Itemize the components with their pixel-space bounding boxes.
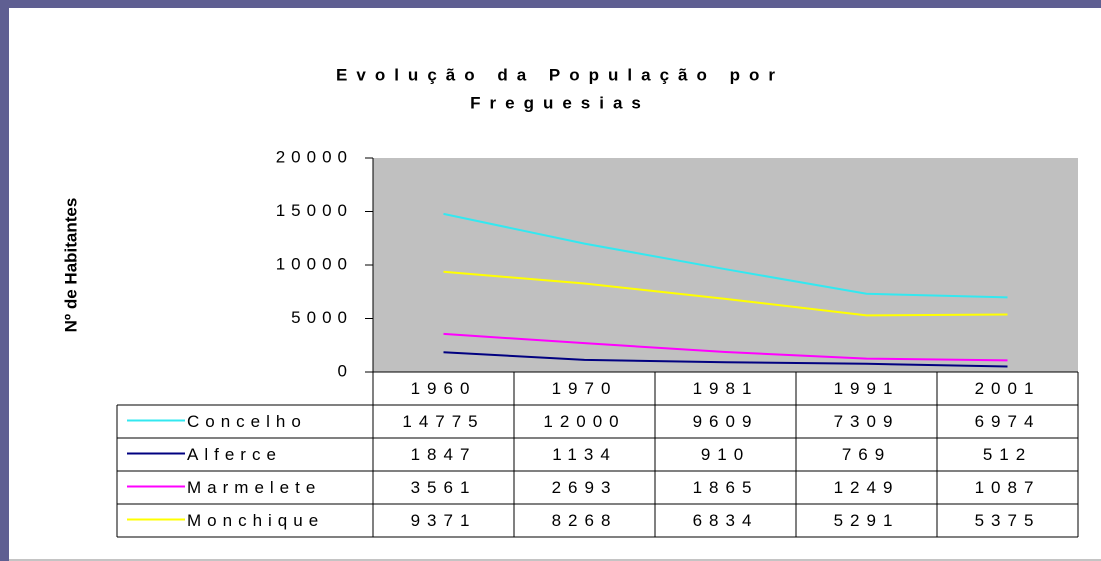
table-value: 5291 [834, 511, 900, 530]
table-value: 7309 [834, 412, 900, 431]
table-value: 1249 [834, 478, 900, 497]
y-tick-label: 20000 [276, 147, 353, 166]
table-value: 2693 [552, 478, 618, 497]
legend-label: Monchique [187, 511, 324, 530]
table-value: 1134 [552, 445, 617, 464]
x-tick-label: 2001 [975, 379, 1041, 398]
table-value: 9371 [411, 511, 477, 530]
series-line [443, 270, 1008, 317]
x-tick-label: 1981 [693, 379, 759, 398]
table-value: 910 [701, 445, 750, 464]
table-value: 1087 [975, 478, 1041, 497]
table-value: 5375 [975, 511, 1041, 530]
x-tick-label: 1960 [411, 379, 477, 398]
x-tick-label: 1991 [834, 379, 900, 398]
y-tick-label: 5000 [291, 308, 353, 327]
table-value: 6974 [975, 412, 1041, 431]
table-value: 8268 [552, 511, 618, 530]
frame-left [0, 0, 9, 561]
table-value: 3561 [411, 478, 477, 497]
series-line [443, 212, 1008, 299]
table-value: 9609 [693, 412, 759, 431]
table-value: 512 [983, 445, 1032, 464]
chart-title: Evolução da População por [336, 65, 784, 84]
chart-title: Freguesias [470, 93, 650, 112]
table-value: 12000 [543, 412, 625, 431]
table-value: 769 [842, 445, 891, 464]
plot-area [373, 158, 1078, 372]
series-line [443, 332, 1008, 362]
table-value: 6834 [693, 511, 759, 530]
table-value: 1847 [411, 445, 477, 464]
series-line [443, 351, 1008, 368]
y-tick-label: 0 [338, 361, 353, 380]
y-tick-label: 10000 [276, 254, 353, 273]
legend-label: Concelho [187, 412, 307, 431]
y-axis-label: Nº de Habitantes [61, 198, 80, 333]
legend-label: Alferce [187, 445, 282, 464]
legend-label: Marmelete [187, 478, 321, 497]
table-value: 14775 [402, 412, 484, 431]
y-tick-label: 15000 [276, 201, 353, 220]
frame-top [0, 0, 1101, 8]
table-value: 1865 [693, 478, 759, 497]
x-tick-label: 1970 [552, 379, 618, 398]
